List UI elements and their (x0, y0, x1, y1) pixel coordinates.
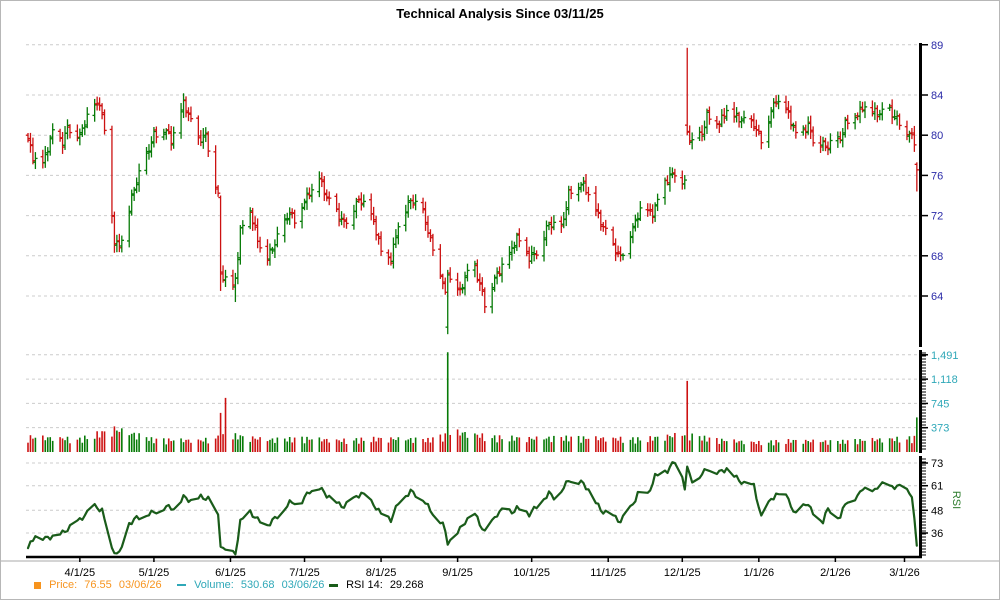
svg-text:64: 64 (931, 291, 943, 303)
svg-text:12/1/25: 12/1/25 (664, 567, 701, 579)
price-legend-swatch-icon (34, 581, 41, 589)
svg-text:68: 68 (931, 251, 943, 263)
price-legend-label: Price: (49, 579, 78, 591)
svg-text:1,118: 1,118 (931, 374, 958, 386)
price-legend-item: Price: 76.55 03/06/26 (34, 579, 166, 591)
svg-text:11/1/25: 11/1/25 (590, 567, 626, 579)
gridlines (26, 44, 919, 534)
svg-text:8/1/25: 8/1/25 (366, 567, 397, 579)
svg-text:1,491: 1,491 (931, 350, 959, 362)
svg-text:10/1/25: 10/1/25 (513, 567, 550, 579)
price-legend-value: 76.55 (84, 579, 112, 591)
volume-bars-layer (27, 352, 918, 452)
svg-text:745: 745 (931, 398, 949, 410)
chart-title: Technical Analysis Since 03/11/25 (396, 6, 604, 21)
svg-text:89: 89 (931, 40, 943, 52)
svg-text:6/1/25: 6/1/25 (215, 567, 246, 579)
svg-text:80: 80 (931, 130, 943, 142)
svg-text:4/1/25: 4/1/25 (65, 567, 96, 579)
svg-text:61: 61 (931, 481, 943, 493)
volume-legend-date: 03/06/26 (281, 579, 325, 591)
svg-text:84: 84 (931, 90, 943, 102)
rsi-legend-label: RSI 14: (346, 579, 383, 591)
svg-text:36: 36 (931, 528, 943, 540)
svg-text:5/1/25: 5/1/25 (139, 567, 170, 579)
svg-text:73: 73 (931, 458, 943, 470)
price-bars-layer (25, 47, 920, 335)
volume-legend-item: Volume: 530.68 03/06/26 (177, 579, 328, 591)
svg-text:7/1/25: 7/1/25 (289, 567, 320, 579)
rsi-legend-item: RSI 14: 29.268 (329, 579, 427, 591)
svg-text:9/1/25: 9/1/25 (442, 567, 473, 579)
rsi-legend-value: 29.268 (389, 579, 424, 591)
axes: 89 84 80 76 72 68 64 1,491 1,118 745 373 73 61 48 36 RS… (919, 40, 962, 558)
svg-text:48: 48 (931, 505, 943, 517)
svg-text:373: 373 (931, 423, 949, 435)
x-axis: 4/1/25 5/1/25 6/1/25 7/1/25 8/1/25 9/1/25 10/1… (1, 555, 999, 579)
rsi-line-layer (26, 461, 918, 556)
volume-legend-swatch-icon (177, 584, 186, 587)
svg-text:RSI: RSI (950, 491, 962, 509)
svg-text:72: 72 (931, 211, 943, 223)
volume-legend-label: Volume: (194, 579, 234, 591)
volume-legend-value: 530.68 (240, 579, 275, 591)
svg-text:76: 76 (931, 170, 943, 182)
svg-text:1/1/26: 1/1/26 (744, 567, 775, 579)
price-legend-date: 03/06/26 (118, 579, 162, 591)
svg-text:2/1/26: 2/1/26 (820, 567, 851, 579)
svg-text:3/1/26: 3/1/26 (889, 567, 920, 579)
legend: Price: 76.55 03/06/26 Volume: 530.68 03/… (1, 579, 999, 595)
rsi-legend-swatch-icon (329, 583, 338, 587)
